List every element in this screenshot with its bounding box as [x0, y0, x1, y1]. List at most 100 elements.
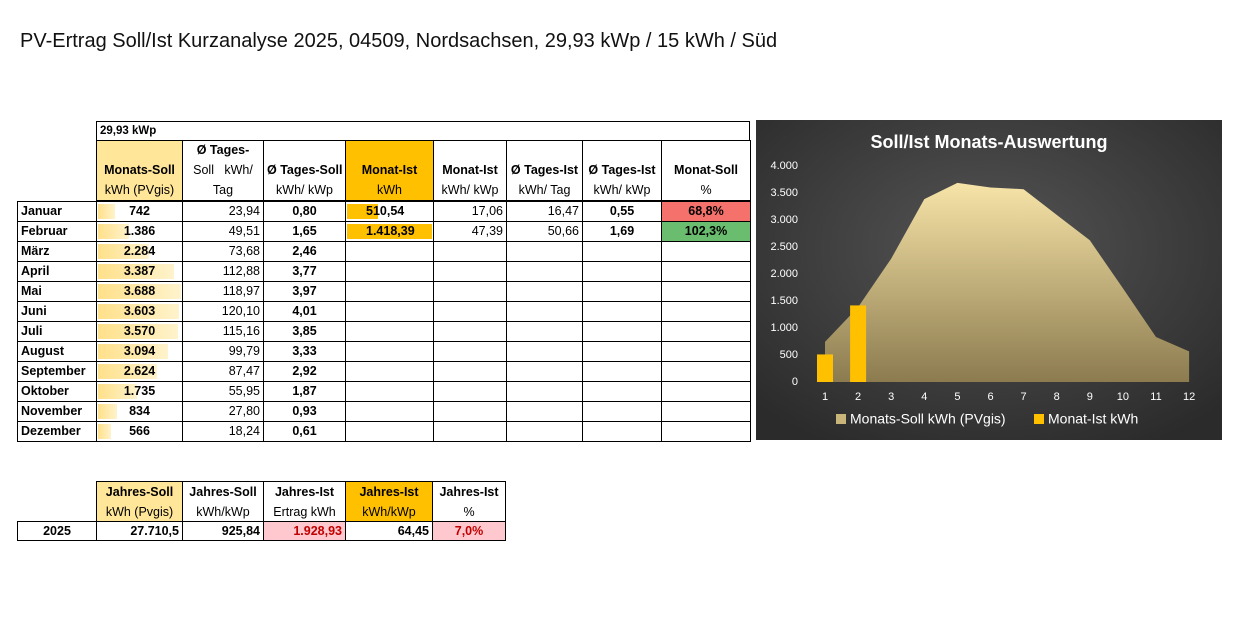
summary-cell: 64,45 — [345, 521, 433, 541]
cell-text: 64,45 — [397, 524, 429, 538]
table-cell: April — [17, 261, 97, 282]
cell-text: 1.735 — [123, 384, 156, 398]
cell-text: 27.710,5 — [130, 524, 179, 538]
table-cell — [582, 281, 662, 302]
cell-text: 1,87 — [292, 384, 317, 398]
table-cell: 118,97 — [182, 281, 264, 302]
cell-text: Ø Tages-Soll — [267, 163, 343, 177]
table-cell — [433, 241, 507, 262]
summary-cell: 7,0% — [432, 521, 506, 541]
summary-header-cell: Jahres-Soll kWh (Pvgis) — [96, 481, 183, 522]
cell-text: 2,92 — [292, 364, 317, 378]
cell-text: kWh (Pvgis) — [105, 505, 174, 519]
cell-text: Juli — [21, 324, 43, 338]
cell-text: 50,66 — [547, 224, 579, 238]
table-cell: 1,87 — [263, 381, 346, 402]
table-cell: 0,80 — [263, 201, 346, 222]
table-cell: Mai — [17, 281, 97, 302]
chart: Soll/Ist Monats-Auswertung 0 500 1.000 1.50… — [756, 120, 1222, 440]
table-cell — [433, 321, 507, 342]
cell-text: 3.688 — [123, 284, 156, 298]
table-cell: 4,01 — [263, 301, 346, 322]
table-cell: 566 — [96, 421, 183, 442]
table-cell — [661, 261, 751, 282]
cell-text: 16,47 — [547, 204, 579, 218]
table-cell — [345, 341, 434, 362]
table-cell — [661, 321, 751, 342]
summary-header-cell: Jahres-Soll kWh/kWp — [182, 481, 264, 522]
bar — [817, 354, 833, 382]
summary-cell: 2025 — [17, 521, 97, 541]
page-title: PV-Ertrag Soll/Ist Kurzanalyse 2025, 045… — [20, 30, 778, 52]
x-tick-label: 9 — [1087, 391, 1093, 403]
cell-text: Monat-Ist — [361, 163, 418, 177]
table-cell: 115,16 — [182, 321, 264, 342]
y-tick-label: 0 — [792, 376, 798, 388]
table-cell — [661, 421, 751, 442]
cell-text: kWh/ kWp — [276, 183, 333, 197]
table-cell — [506, 281, 583, 302]
cell-text: 17,06 — [471, 204, 503, 218]
cell-text: Februar — [21, 224, 68, 238]
table-cell — [582, 321, 662, 342]
table-cell — [345, 421, 434, 442]
table-cell — [433, 281, 507, 302]
data-bar — [98, 224, 130, 239]
x-tick-label: 7 — [1021, 391, 1027, 403]
table-cell — [582, 401, 662, 422]
table-cell — [506, 301, 583, 322]
table-cell — [582, 381, 662, 402]
data-bar — [98, 284, 181, 299]
summary-cell: 925,84 — [182, 521, 264, 541]
header-cell: Ø Tages-Soll kWh/ kWp — [263, 140, 346, 201]
table-cell: 742 — [96, 201, 183, 222]
table-cell: 510,54 — [345, 201, 434, 222]
cell-text: 1,69 — [609, 224, 635, 238]
table-cell — [582, 421, 662, 442]
table-cell: Oktober — [17, 381, 97, 402]
cell-text: Ø Tages- — [196, 143, 250, 157]
header-cell: Ø Tages-Ist kWh/ kWp — [582, 140, 662, 201]
table-cell: 3.688 — [96, 281, 183, 302]
table-cell — [433, 421, 507, 442]
cell-text: Ertrag kWh — [273, 505, 336, 519]
summary-cell: 1.928,93 — [263, 521, 346, 541]
cell-text: 18,24 — [228, 424, 260, 438]
data-bar — [98, 404, 117, 419]
cell-text: März — [21, 244, 50, 258]
cell-text: Ø Tages-Ist — [588, 163, 656, 177]
cell-text: % — [463, 505, 475, 519]
cell-text: 47,39 — [471, 224, 503, 238]
cell-text: 566 — [129, 424, 150, 438]
table-cell: 0,61 — [263, 421, 346, 442]
x-tick-label: 8 — [1054, 391, 1060, 403]
x-tick-label: 3 — [888, 391, 894, 403]
y-tick-label: 500 — [780, 349, 798, 361]
table-cell: 3.094 — [96, 341, 183, 362]
cell-text: 0,61 — [292, 424, 317, 438]
cell-text: 23,94 — [228, 204, 260, 218]
summary-cell: 27.710,5 — [96, 521, 183, 541]
cell-text: 3,97 — [292, 284, 317, 298]
cell-text: kWh (PVgis) — [104, 183, 175, 197]
chart-title: Soll/Ist Monats-Auswertung — [870, 132, 1107, 152]
table-cell: 18,24 — [182, 421, 264, 442]
table-cell: 0,93 — [263, 401, 346, 422]
table-cell — [506, 241, 583, 262]
cell-text: Soll kWh/ — [193, 163, 253, 177]
table-cell — [433, 381, 507, 402]
cell-text: April — [21, 264, 50, 278]
cell-text: Jahres-Ist — [439, 485, 499, 499]
cell-text: 112,88 — [222, 264, 260, 278]
cell-text: kWh/kWp — [362, 505, 416, 519]
data-bar — [98, 204, 115, 219]
data-bar — [98, 244, 150, 259]
table-cell — [661, 301, 751, 322]
x-tick-label: 12 — [1183, 391, 1195, 403]
table-cell: 2.284 — [96, 241, 183, 262]
table-cell — [506, 381, 583, 402]
data-bar — [347, 224, 432, 239]
data-bar — [98, 364, 158, 379]
y-tick-label: 3.500 — [770, 187, 798, 199]
table-cell: 1.386 — [96, 221, 183, 242]
